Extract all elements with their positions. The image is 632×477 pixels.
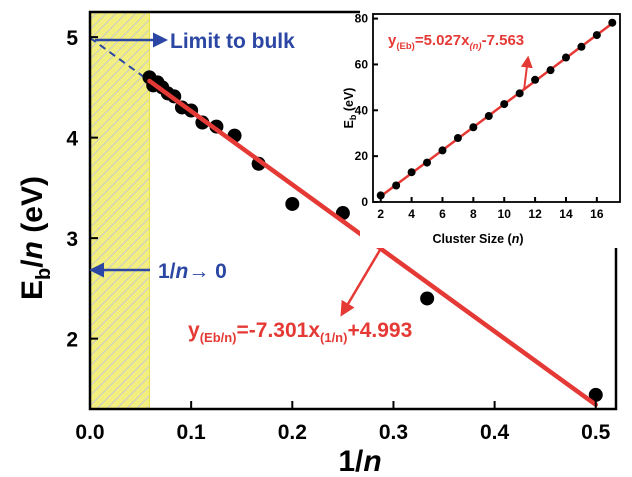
n-limit-label: 1/n→ 0 <box>158 260 227 283</box>
inset-data-point <box>546 66 555 75</box>
inset-data-point <box>469 123 478 132</box>
inset-y-tick-label: 20 <box>355 149 369 163</box>
inset-x-tick-label: 6 <box>439 207 446 221</box>
inset-y-tick-label: 0 <box>361 195 368 209</box>
main-x-tick-label: 0.5 <box>581 421 611 444</box>
inset-y-tick-label: 40 <box>355 103 369 117</box>
main-y-axis-title: Eb/n (eV) <box>16 176 55 300</box>
inset-data-point <box>561 53 570 62</box>
inset-data-point <box>484 112 493 121</box>
inset-data-point <box>577 42 586 51</box>
inset-x-axis-title: Cluster Size (n) <box>433 232 524 246</box>
limit-to-bulk-label: Limit to bulk <box>170 30 295 53</box>
inset-data-point <box>592 31 601 40</box>
main-data-point <box>285 196 300 211</box>
inset-x-tick-label: 10 <box>498 207 512 221</box>
inset-x-tick-label: 4 <box>408 207 415 221</box>
inset-data-point <box>608 18 617 27</box>
main-y-tick-label: 3 <box>66 228 78 251</box>
main-y-tick-label: 2 <box>66 329 78 352</box>
inset-data-point <box>531 75 540 84</box>
inset-data-point <box>515 89 524 98</box>
main-x-axis-title: 1/n <box>338 445 381 477</box>
main-chart: 0.0 0.1 0.2 0.3 0.4 0.5 2 3 4 5 1/n Eb/n (eV) Lim… <box>16 10 618 477</box>
inset-data-point <box>376 191 385 200</box>
inset-x-tick-label: 8 <box>470 207 477 221</box>
main-data-point <box>420 291 435 306</box>
inset-ticks: 2 4 6 8 10 12 14 16 0 20 40 60 80 <box>355 12 604 221</box>
main-ticks: 0.0 0.1 0.2 0.3 0.4 0.5 2 3 4 5 <box>66 27 610 444</box>
main-x-tick-label: 0.3 <box>379 421 408 444</box>
main-data-point <box>588 387 603 402</box>
inset-chart: 2 4 6 8 10 12 14 16 0 20 40 60 80 Cluster Size (n) E… <box>342 8 626 248</box>
inset-equation: y(Eb)=5.027x(n)-7.563 <box>388 32 524 52</box>
main-x-tick-label: 0.1 <box>177 421 207 444</box>
inset-x-tick-label: 16 <box>590 207 604 221</box>
inset-data-point <box>407 168 416 177</box>
inset-x-tick-label: 14 <box>559 207 573 221</box>
inset-x-tick-label: 12 <box>528 207 542 221</box>
main-y-tick-label: 5 <box>66 27 78 50</box>
main-x-tick-label: 0.4 <box>480 421 510 444</box>
extrapolated-fit-line <box>89 37 151 82</box>
inset-plot-frame <box>372 13 621 203</box>
inset-x-tick-label: 2 <box>377 207 384 221</box>
main-equation-arrow <box>340 249 382 317</box>
main-x-tick-label: 0.0 <box>75 421 104 444</box>
inset-y-tick-label: 80 <box>355 12 369 26</box>
main-y-tick-label: 4 <box>66 128 78 151</box>
main-equation: y(Eb/n)=-7.301x(1/n)+4.993 <box>188 319 412 345</box>
inset-fit-line <box>379 22 614 198</box>
inset-data-point <box>453 134 462 143</box>
inset-data-point <box>438 146 447 155</box>
bulk-limit-region <box>89 11 150 410</box>
inset-data-points <box>376 18 617 200</box>
main-x-tick-label: 0.2 <box>278 421 307 444</box>
inset-data-point <box>500 100 509 109</box>
inset-data-point <box>423 158 432 167</box>
inset-y-tick-label: 60 <box>355 57 369 71</box>
inset-equation-arrow <box>520 55 533 91</box>
inset-y-axis-title: Eb (eV) <box>342 88 358 129</box>
inset-data-point <box>392 181 401 190</box>
